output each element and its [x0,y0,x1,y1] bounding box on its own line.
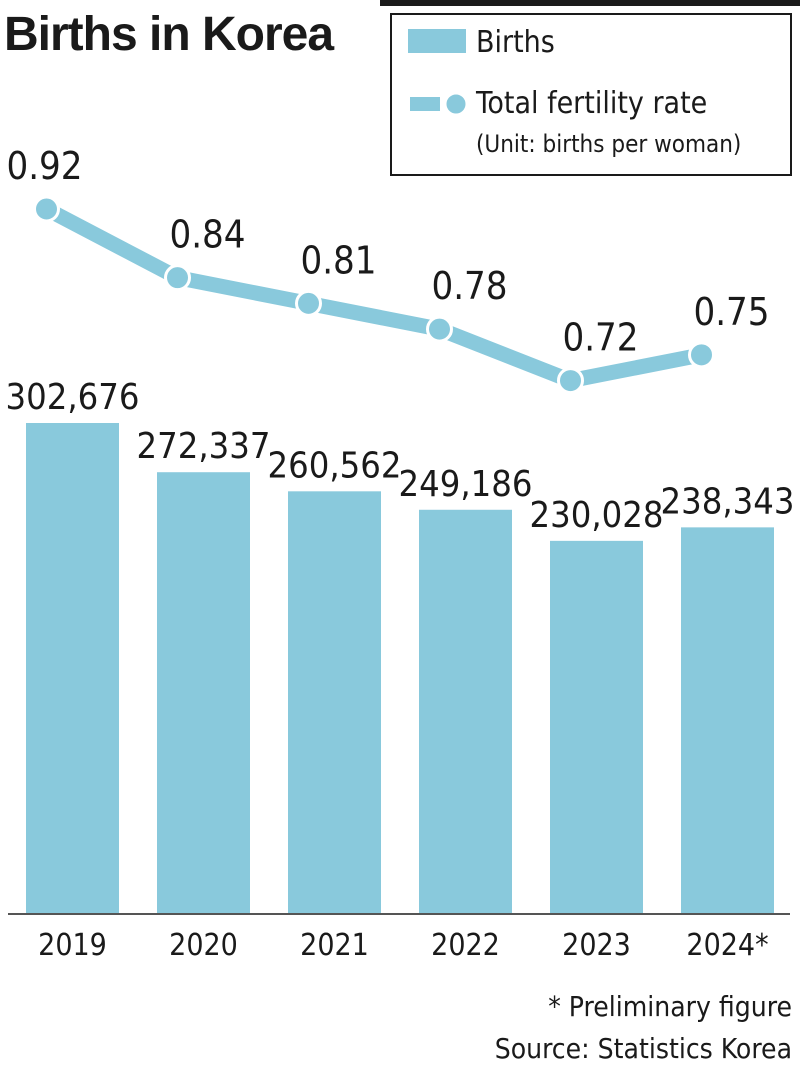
bar-value-label: 230,028 [530,495,664,536]
fertility-point-2021 [295,289,322,317]
legend-label-births: Births [476,25,555,60]
x-tick-label: 2024* [686,928,768,963]
bar-value-label: 238,343 [661,481,795,522]
chart-title: Births in Korea [4,8,334,61]
fertility-value-label: 0.92 [6,144,82,188]
legend-swatch-rate-marker [443,91,469,117]
fertility-point-2020 [164,264,191,292]
labels-layer: 302,676 2019 272,337 2020 260,562 2021 249,186… [6,144,795,963]
fertility-point-2024 [688,341,715,369]
bar-2019 [26,423,119,914]
fertility-value-label: 0.78 [431,264,507,308]
legend: Births Total fertility rate (Unit: birth… [390,13,792,176]
x-tick-label: 2022 [431,928,500,963]
bars-layer [26,423,774,914]
bar-2020 [157,472,250,914]
bar-value-label: 249,186 [399,464,533,505]
x-tick-label: 2023 [562,928,631,963]
fertility-value-label: 0.84 [169,213,245,257]
fertility-rate-line [43,202,703,389]
bar-value-label: 260,562 [268,445,402,486]
legend-unit-note: (Unit: births per woman) [476,130,741,158]
x-tick-label: 2021 [300,928,369,963]
bar-2023 [550,540,643,914]
bar-2022 [419,509,512,914]
fertility-point-2023 [557,367,584,395]
fertility-line-layer [33,195,715,395]
bar-2024 [681,527,774,914]
legend-label-rate: Total fertility rate [475,86,707,121]
bar-2021 [288,491,381,914]
fertility-value-label: 0.72 [562,316,638,360]
bar-value-label: 272,337 [137,426,271,467]
bar-value-label: 302,676 [6,377,140,418]
footnote-source: Source: Statistics Korea [495,1032,792,1065]
legend-swatch-births [408,29,466,53]
x-tick-label: 2020 [169,928,238,963]
fertility-value-label: 0.81 [300,238,376,282]
footnote-preliminary: * Preliminary figure [548,990,792,1023]
x-tick-label: 2019 [38,928,107,963]
fertility-point-2022 [426,315,453,343]
fertility-point-2019 [33,195,60,223]
fertility-value-label: 0.75 [693,290,769,334]
top-frame-line [380,0,800,6]
